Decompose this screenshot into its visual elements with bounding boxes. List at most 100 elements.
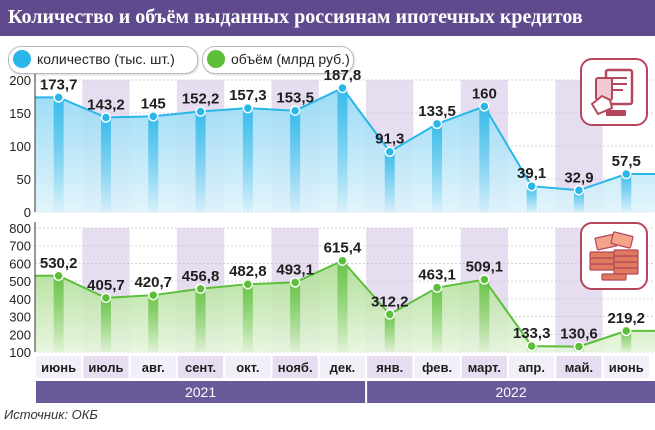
volume-drop-bar bbox=[290, 282, 301, 352]
volume-data-label: 482,8 bbox=[229, 263, 267, 280]
count-drop-bar bbox=[337, 88, 348, 212]
legend-volume-label: объём (млрд руб.) bbox=[231, 51, 350, 67]
month-cell bbox=[36, 356, 82, 378]
count-drop-bar bbox=[384, 151, 395, 212]
volume-drop-bar bbox=[337, 260, 348, 352]
year-bar bbox=[36, 381, 366, 403]
volume-y-tick-label: 600 bbox=[9, 256, 31, 271]
volume-data-label: 615,4 bbox=[324, 240, 362, 257]
x-tick-label: июль bbox=[88, 360, 123, 375]
year-label: 2021 bbox=[185, 384, 216, 400]
volume-series-marker-icon bbox=[207, 50, 225, 68]
volume-data-point bbox=[289, 277, 301, 288]
volume-data-label: 456,8 bbox=[182, 268, 220, 285]
count-data-label: 160 bbox=[472, 85, 497, 102]
count-data-label: 39,1 bbox=[517, 165, 546, 182]
volume-y-tick-label: 100 bbox=[9, 345, 31, 360]
count-data-point bbox=[100, 112, 112, 123]
volume-drop-bar bbox=[621, 330, 632, 352]
volume-y-tick-label: 400 bbox=[9, 292, 31, 307]
count-data-point bbox=[337, 82, 348, 94]
month-cell bbox=[319, 356, 366, 378]
volume-drop-bar bbox=[432, 287, 443, 352]
volume-y-tick-label: 200 bbox=[9, 327, 31, 342]
volume-data-label: 420,7 bbox=[134, 274, 172, 291]
month-cell bbox=[509, 356, 555, 378]
volume-data-label: 463,1 bbox=[418, 267, 456, 284]
count-y-tick-label: 0 bbox=[24, 205, 31, 220]
count-data-point bbox=[526, 180, 537, 192]
source-note: Источник: ОКБ bbox=[4, 407, 98, 422]
count-drop-bar bbox=[148, 116, 159, 212]
volume-drop-bar bbox=[242, 284, 253, 352]
count-data-label: 133,5 bbox=[418, 103, 456, 120]
mortgage-document-icon bbox=[580, 58, 648, 126]
count-data-label: 157,3 bbox=[229, 87, 267, 104]
volume-data-label: 219,2 bbox=[607, 310, 645, 327]
count-data-point bbox=[621, 168, 632, 180]
count-drop-bar bbox=[526, 186, 537, 212]
month-cell bbox=[603, 356, 649, 378]
month-cell bbox=[556, 356, 602, 378]
count-y-tick-label: 200 bbox=[9, 73, 31, 88]
volume-y-tick-label: 300 bbox=[9, 310, 31, 325]
count-drop-bar bbox=[53, 97, 64, 212]
count-data-label: 173,7 bbox=[40, 76, 78, 93]
volume-y-tick-label: 700 bbox=[9, 239, 31, 254]
x-tick-label: фев. bbox=[422, 360, 452, 375]
count-data-point bbox=[431, 118, 443, 130]
count-data-label: 57,5 bbox=[612, 153, 641, 170]
count-data-point bbox=[195, 106, 206, 117]
volume-drop-bar bbox=[53, 275, 64, 352]
legend-count-label: количество (тыс. шт.) bbox=[37, 51, 175, 67]
volume-data-label: 509,1 bbox=[466, 259, 504, 276]
volume-data-label: 133,3 bbox=[513, 325, 551, 342]
year-label: 2022 bbox=[495, 384, 526, 400]
money-stack-icon bbox=[580, 222, 648, 290]
volume-data-point bbox=[384, 309, 395, 320]
month-cell bbox=[130, 356, 176, 378]
legend-volume: объём (млрд руб.) bbox=[202, 46, 354, 74]
count-drop-bar bbox=[290, 110, 301, 212]
count-data-label: 145 bbox=[141, 95, 166, 112]
volume-data-point bbox=[573, 341, 585, 352]
x-tick-label: май. bbox=[565, 360, 593, 375]
volume-data-point bbox=[100, 292, 112, 304]
volume-data-point bbox=[148, 289, 159, 301]
month-cell bbox=[177, 356, 224, 378]
volume-data-point bbox=[479, 274, 490, 285]
x-tick-label: март. bbox=[468, 360, 501, 375]
x-tick-label: авг. bbox=[142, 360, 165, 375]
volume-data-point bbox=[337, 255, 348, 266]
count-data-label: 187,8 bbox=[324, 67, 362, 84]
volume-data-point bbox=[431, 282, 443, 293]
x-tick-label: сент. bbox=[185, 360, 216, 375]
month-cell bbox=[272, 356, 318, 378]
count-drop-bar bbox=[432, 123, 443, 212]
money-stack-glyph bbox=[589, 231, 639, 281]
count-drop-bar bbox=[479, 106, 490, 212]
count-data-point bbox=[242, 102, 254, 114]
month-cell bbox=[83, 356, 129, 378]
count-drop-bar bbox=[242, 108, 253, 212]
count-data-point bbox=[573, 185, 585, 196]
count-data-label: 32,9 bbox=[564, 169, 593, 186]
count-data-point bbox=[384, 146, 395, 157]
x-tick-label: июнь bbox=[41, 360, 76, 375]
count-y-tick-label: 150 bbox=[9, 106, 31, 121]
chart-title: Количество и объём выданных россиянам ип… bbox=[8, 6, 583, 28]
volume-drop-bar bbox=[100, 297, 111, 352]
x-tick-label: апр. bbox=[518, 360, 545, 375]
count-data-label: 91,3 bbox=[375, 131, 404, 148]
count-drop-bar bbox=[573, 190, 584, 212]
count-drop-bar bbox=[195, 111, 206, 212]
title-bar: Количество и объём выданных россиянам ип… bbox=[0, 0, 655, 36]
volume-drop-bar bbox=[148, 295, 159, 352]
volume-data-label: 493,1 bbox=[276, 261, 314, 278]
volume-data-label: 530,2 bbox=[40, 255, 78, 272]
volume-data-point bbox=[53, 270, 64, 282]
x-tick-label: июнь bbox=[609, 360, 644, 375]
volume-drop-bar bbox=[195, 288, 206, 352]
